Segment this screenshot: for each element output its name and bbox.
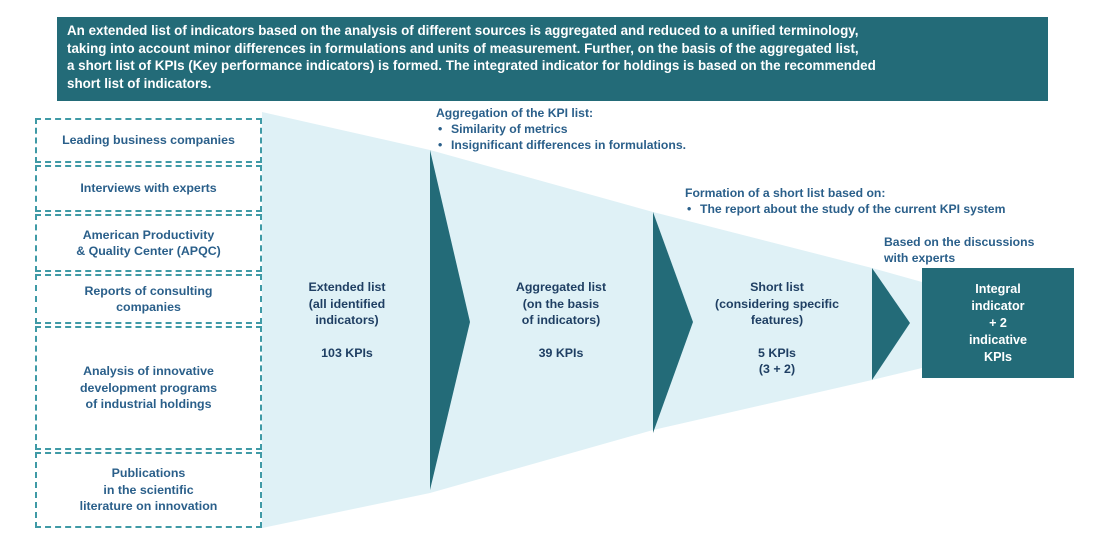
source-label: American Productivity [82, 227, 215, 242]
stage-label: Extended list [308, 280, 386, 294]
source-label: Interviews with experts [80, 181, 217, 196]
stage-arrow-1 [430, 150, 470, 490]
source-interviews-with-experts: Interviews with experts [35, 165, 262, 212]
source-scientific-publications: Publications in the scientific literatur… [35, 452, 262, 528]
stage-label: of indicators) [521, 313, 601, 327]
summary-line: taking into account minor differences in… [67, 40, 859, 56]
source-label: development programs [79, 380, 218, 395]
note-formation: Formation of a short list based on: The … [685, 185, 1005, 217]
stage-arrow-2 [653, 212, 693, 433]
final-label: indicative [968, 332, 1028, 347]
stage-count: 5 KPIs [758, 345, 796, 360]
summary-line: short list of indicators. [67, 75, 212, 91]
stage-label: indicators) [315, 313, 379, 327]
source-label: Reports of consulting [84, 283, 213, 298]
summary-line: An extended list of indicators based on … [67, 23, 859, 38]
stage-label: (all identified [308, 296, 386, 311]
source-innovative-development-programs: Analysis of innovative development progr… [35, 326, 262, 450]
stage-label: Short list [750, 280, 804, 294]
stage-count: 103 KPIs [321, 345, 373, 360]
source-label: literature on innovation [79, 499, 218, 514]
source-label: Leading business companies [62, 133, 235, 148]
note-item: The report about the study of the curren… [685, 201, 1005, 217]
source-label: companies [116, 300, 181, 314]
source-apqc: American Productivity & Quality Center (… [35, 214, 262, 272]
stage-label: features) [750, 313, 804, 327]
note-aggregation: Aggregation of the KPI list: Similarity … [436, 105, 686, 153]
funnel-band-short [653, 212, 872, 430]
stage-count: 39 KPIs [538, 345, 584, 360]
integral-indicator-box: Integral indicator + 2 indicative KPIs [922, 268, 1074, 378]
final-label: indicator [971, 298, 1025, 313]
note-line: with experts [884, 251, 956, 265]
stage-short-list: Short list (considering specific feature… [702, 279, 852, 378]
source-consulting-reports: Reports of consulting companies [35, 274, 262, 324]
note-item: Similarity of metrics [436, 121, 686, 137]
note-discussion: Based on the discussions with experts [884, 234, 1034, 266]
summary-line: a short list of KPIs (Key performance in… [67, 58, 876, 73]
source-label: Publications [111, 466, 186, 481]
note-title: Aggregation of the KPI list: [436, 106, 594, 120]
stage-label: (considering specific [715, 296, 839, 311]
source-label: Analysis of innovative [83, 364, 214, 379]
funnel-band-extended [262, 112, 430, 528]
final-label: + 2 [989, 315, 1007, 330]
funnel-band-aggregated [430, 150, 653, 493]
stage-label: Aggregated list [515, 280, 607, 294]
final-label: Integral [975, 281, 1021, 296]
stage-count-breakdown: (3 + 2) [758, 362, 796, 376]
stage-label: (on the basis [522, 296, 600, 311]
stage-aggregated-list: Aggregated list (on the basis of indicat… [486, 279, 636, 361]
source-label: in the scientific [103, 482, 194, 497]
summary-banner: An extended list of indicators based on … [57, 17, 1048, 101]
source-label: & Quality Center (APQC) [76, 244, 221, 258]
note-line: Based on the discussions [884, 235, 1035, 249]
note-item: Insignificant differences in formulation… [436, 137, 686, 153]
source-leading-business-companies: Leading business companies [35, 118, 262, 163]
source-label: of industrial holdings [85, 397, 212, 412]
note-title: Formation of a short list based on: [685, 186, 886, 200]
stage-extended-list: Extended list (all identified indicators… [282, 279, 412, 361]
stage-arrow-3 [872, 268, 910, 380]
final-label: KPIs [984, 349, 1012, 364]
